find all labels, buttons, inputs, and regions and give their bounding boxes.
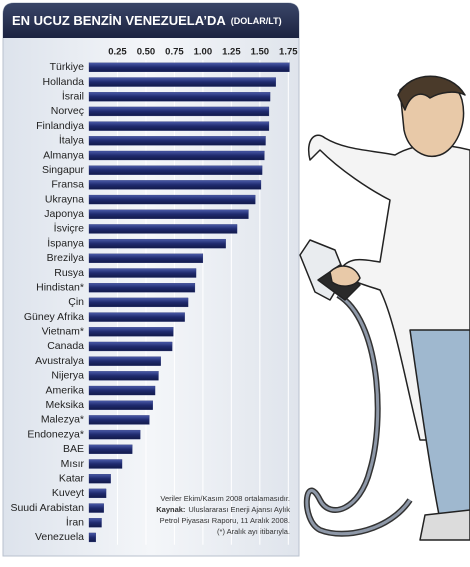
x-tick-label: 0.50 xyxy=(137,47,156,58)
bar xyxy=(88,194,256,205)
bar xyxy=(88,429,141,440)
bar xyxy=(88,518,102,528)
illustration xyxy=(299,75,470,541)
bar xyxy=(88,488,107,499)
bar xyxy=(88,150,265,161)
y-tick-label: Avustralya xyxy=(35,355,84,367)
bar xyxy=(88,356,161,366)
y-tick-label: İsviçre xyxy=(54,222,84,235)
bar xyxy=(88,165,263,175)
x-tick-label: 1.75 xyxy=(279,47,298,58)
note: Veriler Ekim/Kasım 2008 ortalamasıdır. xyxy=(160,494,290,503)
y-tick-label: Nijerya xyxy=(51,370,84,382)
x-tick-label: 0.25 xyxy=(108,47,127,58)
title: EN UCUZ BENZİN VENEZUELA’DA xyxy=(12,13,226,28)
bar xyxy=(88,92,271,102)
chart-title: EN UCUZ BENZİN VENEZUELA’DA (DOLAR/LT) xyxy=(12,13,282,28)
y-tick-label: Singapur xyxy=(42,164,85,176)
bar xyxy=(88,268,197,278)
y-tick-label: Rusya xyxy=(54,267,84,279)
note: Kaynak: Uluslararası Enerji Ajansı Aylık xyxy=(156,505,290,514)
y-tick-label: İran xyxy=(66,516,84,529)
bar xyxy=(88,238,226,249)
y-tick-label: Meksika xyxy=(45,399,84,411)
y-tick-label: Türkiye xyxy=(50,61,85,73)
bar xyxy=(88,62,290,72)
y-tick-label: Ukrayna xyxy=(45,193,84,205)
y-tick-label: İtalya xyxy=(59,134,84,147)
bar xyxy=(88,415,150,425)
y-tick-label: İsrail xyxy=(62,90,84,103)
y-tick-label: Mısır xyxy=(61,458,85,470)
subtitle: (DOLAR/LT) xyxy=(231,16,282,26)
y-tick-label: Suudi Arabistan xyxy=(10,502,84,514)
bar xyxy=(88,180,262,190)
y-tick-label: BAE xyxy=(63,443,84,455)
bar xyxy=(88,371,159,381)
bar xyxy=(88,327,174,337)
y-tick-label: Amerika xyxy=(45,384,84,396)
note: (*) Aralık ayı itibarıyla. xyxy=(217,527,290,536)
y-tick-label: Almanya xyxy=(43,149,84,161)
y-tick-label: Norveç xyxy=(51,105,84,117)
bar xyxy=(88,121,270,131)
y-tick-label: Hindistan* xyxy=(36,281,84,293)
x-tick-label: 1.00 xyxy=(194,47,213,58)
y-tick-label: Kuveyt xyxy=(52,487,84,499)
bar xyxy=(88,283,196,293)
bar xyxy=(88,77,276,87)
bar xyxy=(88,209,249,219)
bar xyxy=(88,297,189,308)
bar xyxy=(88,106,270,117)
y-tick-label: Malezya* xyxy=(41,414,84,426)
bar xyxy=(88,312,185,322)
notes: Veriler Ekim/Kasım 2008 ortalamasıdır. K… xyxy=(156,494,290,536)
bar xyxy=(88,444,133,454)
bar xyxy=(88,532,96,543)
x-tick-label: 1.25 xyxy=(222,47,241,58)
y-tick-label: Venezuela xyxy=(35,531,84,543)
note-label: Kaynak: xyxy=(156,505,185,514)
y-tick-label: Çin xyxy=(68,296,84,308)
bar xyxy=(88,136,266,146)
bar xyxy=(88,224,238,234)
y-tick-label: Hollanda xyxy=(43,76,85,88)
bar xyxy=(88,341,173,352)
x-tick-label: 0.75 xyxy=(165,47,184,58)
bar xyxy=(88,400,153,410)
y-tick-label: Vietnam* xyxy=(42,326,84,338)
y-tick-label: Güney Afrika xyxy=(24,311,84,323)
y-tick-label: İspanya xyxy=(47,236,84,249)
bar xyxy=(88,385,156,396)
x-tick-label: 1.50 xyxy=(251,47,270,58)
y-tick-label: Finlandiya xyxy=(36,120,84,132)
bar xyxy=(88,459,123,469)
y-tick-label: Brezilya xyxy=(47,252,85,264)
y-tick-label: Canada xyxy=(47,340,84,352)
note: Petrol Piyasası Raporu, 11 Aralık 2008. xyxy=(160,516,290,525)
y-tick-label: Endonezya* xyxy=(27,428,84,440)
header xyxy=(3,3,299,38)
y-tick-label: Japonya xyxy=(44,208,84,220)
bar xyxy=(88,503,104,513)
y-tick-label: Fransa xyxy=(51,179,84,191)
bar xyxy=(88,253,204,263)
note-text: Uluslararası Enerji Ajansı Aylık xyxy=(188,505,290,514)
bar xyxy=(88,474,111,484)
y-tick-label: Katar xyxy=(59,472,85,484)
